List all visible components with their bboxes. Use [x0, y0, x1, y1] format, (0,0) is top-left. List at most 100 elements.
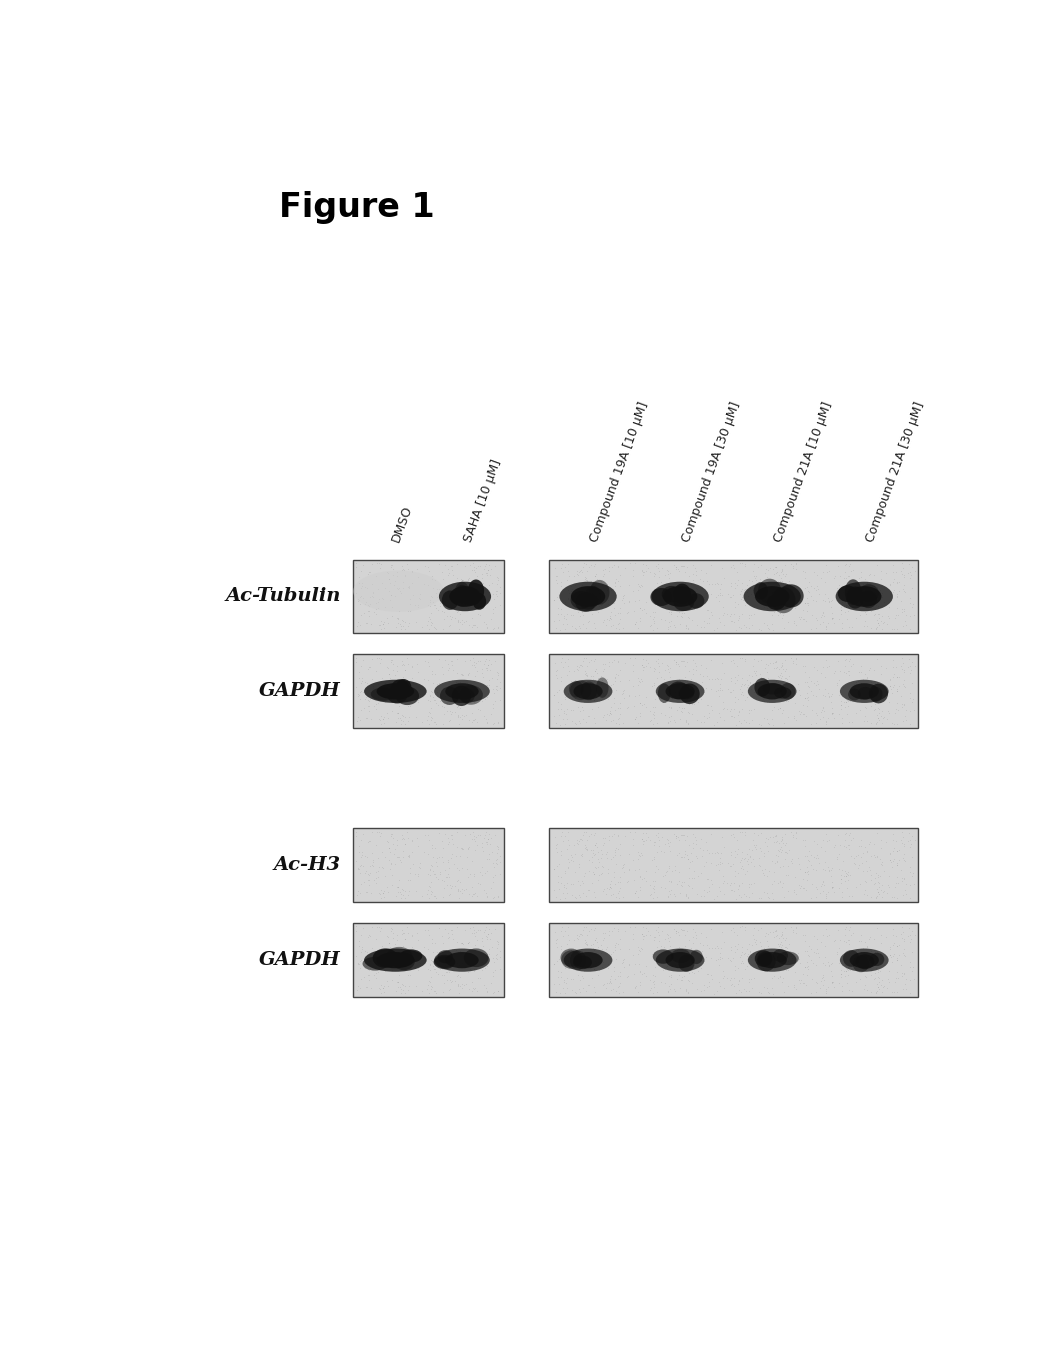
- Point: [684, 945, 701, 967]
- Point: [400, 615, 417, 637]
- Point: [844, 980, 861, 1002]
- Point: [574, 976, 591, 998]
- Point: [844, 711, 861, 732]
- Point: [644, 619, 661, 641]
- Point: [396, 880, 413, 902]
- Point: [886, 617, 903, 639]
- Point: [438, 961, 455, 983]
- Point: [439, 582, 456, 604]
- Point: [676, 697, 693, 719]
- Point: [574, 604, 591, 626]
- Point: [473, 658, 490, 680]
- Point: [590, 958, 607, 980]
- Point: [420, 875, 437, 897]
- Point: [837, 596, 854, 617]
- Point: [469, 886, 486, 908]
- Point: [600, 609, 617, 631]
- Point: [866, 564, 883, 586]
- Point: [654, 865, 671, 887]
- Point: [836, 965, 853, 987]
- Point: [735, 709, 752, 731]
- Point: [649, 858, 666, 880]
- Point: [444, 919, 460, 941]
- Point: [587, 832, 604, 854]
- Point: [800, 667, 817, 689]
- Point: [408, 653, 425, 675]
- Point: [423, 976, 440, 998]
- Point: [775, 982, 792, 1003]
- Point: [478, 660, 495, 682]
- Point: [426, 958, 442, 980]
- Point: [730, 969, 747, 991]
- Point: [829, 943, 846, 965]
- Ellipse shape: [440, 687, 459, 705]
- Point: [469, 928, 486, 950]
- Point: [583, 839, 600, 861]
- Point: [852, 565, 869, 587]
- Point: [470, 967, 487, 988]
- Point: [394, 979, 411, 1001]
- Point: [823, 590, 840, 612]
- Point: [778, 832, 795, 854]
- Point: [450, 601, 467, 623]
- Point: [582, 554, 599, 576]
- Point: [576, 865, 592, 887]
- Point: [621, 686, 638, 708]
- Point: [545, 858, 562, 880]
- Point: [869, 961, 886, 983]
- Point: [477, 553, 494, 575]
- Point: [738, 850, 755, 872]
- Point: [875, 591, 892, 613]
- Point: [566, 574, 583, 596]
- Point: [660, 884, 677, 906]
- Point: [367, 598, 384, 620]
- Point: [866, 669, 883, 691]
- Point: [696, 879, 713, 901]
- Point: [631, 693, 648, 715]
- Ellipse shape: [395, 686, 419, 705]
- Point: [634, 654, 650, 676]
- Point: [788, 917, 805, 939]
- Point: [351, 841, 367, 862]
- Point: [751, 578, 768, 600]
- Point: [609, 664, 626, 686]
- Point: [869, 697, 886, 719]
- Point: [773, 841, 790, 862]
- Point: [772, 838, 789, 860]
- Point: [661, 839, 678, 861]
- Point: [841, 660, 857, 682]
- Point: [570, 856, 587, 878]
- Point: [675, 824, 692, 846]
- Point: [376, 975, 393, 997]
- Point: [674, 824, 691, 846]
- Bar: [353, 828, 505, 902]
- Point: [662, 925, 679, 947]
- Point: [866, 843, 883, 865]
- Ellipse shape: [855, 954, 874, 969]
- Point: [434, 576, 451, 598]
- Point: [708, 854, 724, 876]
- Point: [552, 713, 569, 735]
- Point: [353, 700, 370, 721]
- Point: [574, 650, 591, 672]
- Point: [412, 857, 429, 879]
- Point: [752, 856, 769, 878]
- Point: [385, 938, 402, 960]
- Point: [868, 712, 885, 734]
- Point: [799, 862, 816, 884]
- Point: [589, 951, 606, 973]
- Point: [479, 828, 496, 850]
- Point: [564, 979, 581, 1001]
- Point: [559, 613, 576, 635]
- Point: [803, 968, 819, 990]
- Point: [480, 579, 497, 601]
- Point: [585, 668, 602, 690]
- Point: [439, 832, 456, 854]
- Point: [403, 572, 420, 594]
- Point: [695, 950, 712, 972]
- Point: [550, 679, 567, 701]
- Point: [752, 586, 769, 608]
- Point: [724, 823, 741, 845]
- Point: [746, 872, 762, 894]
- Text: Compound 19A [30 μM]: Compound 19A [30 μM]: [680, 400, 743, 543]
